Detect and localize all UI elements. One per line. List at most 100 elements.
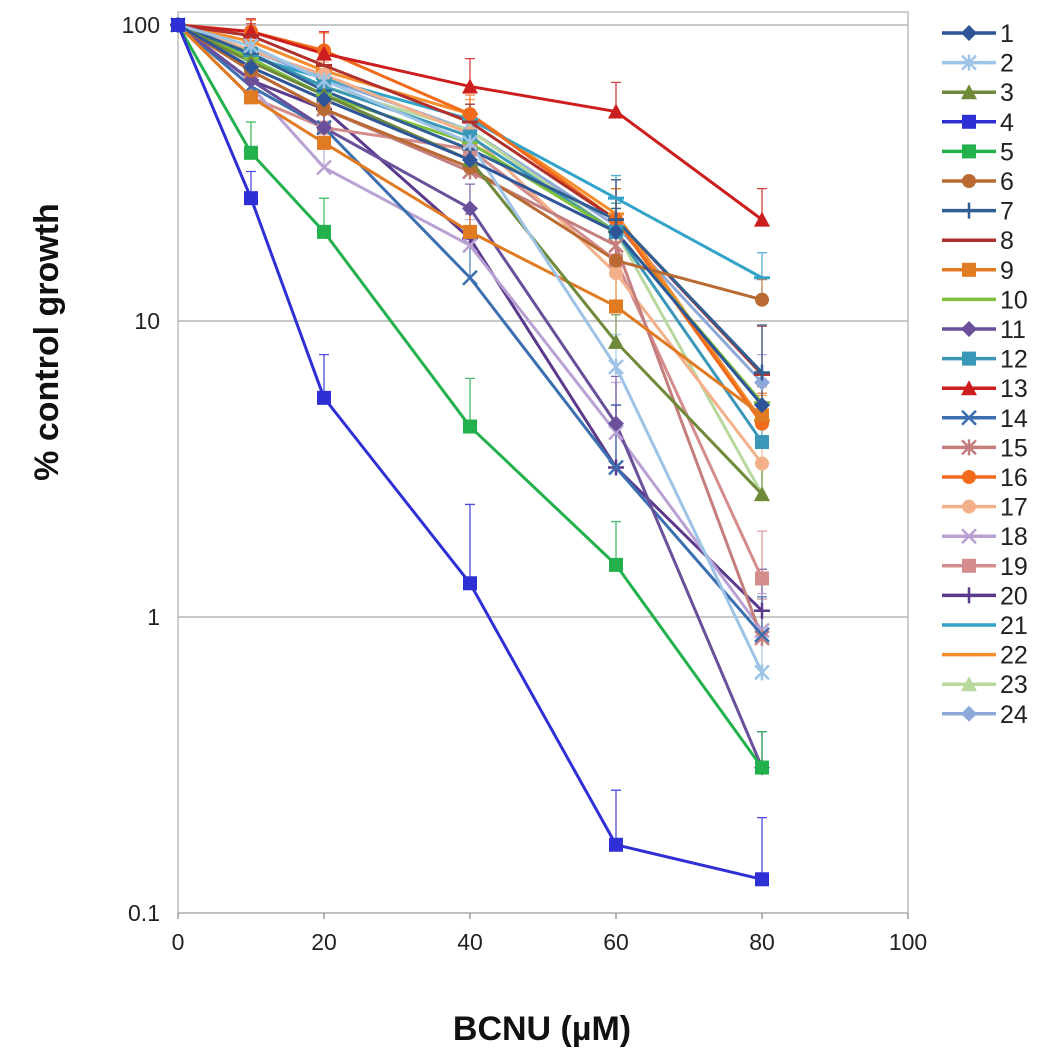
legend-item-11: 11	[942, 316, 1026, 344]
legend-marker	[961, 54, 977, 71]
point-s14-p3	[462, 269, 478, 286]
legend-label: 7	[1000, 198, 1014, 226]
errorbar-s4-p3	[465, 503, 475, 584]
legend-item-15: 15	[942, 434, 1028, 462]
point-s11-p4	[608, 415, 624, 432]
point-s9-p2	[317, 135, 331, 150]
point-s13-p2	[316, 45, 332, 61]
series-line-17	[177, 23, 764, 465]
series-line-6	[177, 23, 763, 302]
x-tick-label-2: 40	[457, 929, 483, 955]
errorbar-s19-p5	[757, 530, 767, 579]
legend-label: 22	[1000, 642, 1028, 670]
legend-marker	[961, 25, 977, 41]
legend-label: 14	[1000, 405, 1028, 433]
point-s2-p1	[243, 37, 259, 54]
legend-marker	[962, 558, 976, 573]
legend-item-14: 14	[942, 405, 1028, 433]
point-s15-p4	[608, 237, 624, 254]
legend-marker	[962, 470, 976, 484]
point-s5-p5	[755, 760, 769, 775]
legend-label: 10	[1000, 286, 1028, 314]
point-s4-p0	[171, 18, 185, 32]
x-tick-label-1: 20	[311, 929, 337, 955]
legend-label: 13	[1000, 375, 1028, 403]
legend-item-3: 3	[942, 79, 1014, 107]
errorbar-s5-p3	[465, 377, 475, 427]
legend-item-24: 24	[942, 701, 1028, 729]
point-s18-p2	[316, 159, 332, 176]
point-s4-p3	[463, 576, 477, 591]
legend-item-20: 20	[942, 582, 1028, 610]
series-line-4	[176, 24, 763, 881]
point-s12-p5	[755, 435, 769, 450]
legend-item-22: 22	[942, 642, 1028, 670]
series-line-11	[177, 23, 764, 769]
point-s5-p2	[317, 224, 331, 239]
legend-item-16: 16	[942, 464, 1028, 492]
legend-label: 18	[1000, 523, 1028, 551]
x-tick-label-3: 60	[603, 929, 629, 955]
legend-label: 17	[1000, 494, 1028, 522]
x-axis-title: BCNU (µM)	[453, 1010, 631, 1048]
x-axis-ticks: 0 20 40 60 80 100	[172, 913, 927, 955]
point-s19-p5	[755, 571, 769, 586]
series-line-7	[177, 23, 764, 374]
legend-label: 24	[1000, 701, 1028, 729]
legend-item-4: 4	[942, 109, 1014, 137]
point-s1-p3	[462, 151, 478, 168]
legend-marker	[962, 351, 976, 366]
legend-item-12: 12	[942, 346, 1028, 374]
point-s15-p5	[754, 629, 770, 646]
errorbar-s4-p2	[319, 353, 329, 398]
point-s3-p4	[608, 333, 624, 349]
point-s9-p5	[755, 408, 769, 423]
y-axis-ticks: 0.1 1 10 100	[122, 12, 160, 926]
y-tick-label-1: 1	[147, 604, 160, 630]
errorbar-s5-p4	[611, 520, 621, 565]
point-s13-p4	[608, 103, 624, 119]
legend-item-10: 10	[942, 286, 1028, 314]
point-s5-p3	[463, 419, 477, 434]
legend-marker	[962, 499, 976, 514]
legend-item-2: 2	[942, 50, 1014, 78]
legend-item-17: 17	[942, 494, 1028, 522]
legend-label: 16	[1000, 464, 1028, 492]
point-s9-p3	[463, 224, 477, 239]
legend-item-9: 9	[942, 257, 1014, 285]
point-s9-p1	[244, 90, 258, 105]
legend-item-1: 1	[942, 20, 1014, 48]
series-line-1	[177, 23, 764, 407]
legend-marker	[962, 262, 976, 277]
legend-item-5: 5	[942, 138, 1014, 166]
legend-label: 9	[1000, 257, 1014, 285]
point-s5-p4	[609, 557, 623, 572]
series-markers	[170, 17, 770, 887]
point-s7-p5	[754, 364, 770, 381]
legend-item-23: 23	[942, 671, 1028, 699]
legend-marker	[961, 84, 977, 100]
legend-label: 5	[1000, 138, 1014, 166]
point-s1-p2	[316, 91, 332, 108]
legend-item-18: 18	[942, 523, 1028, 551]
legend-marker	[962, 114, 976, 129]
legend-item-8: 8	[942, 227, 1014, 255]
point-s14-p4	[608, 459, 624, 476]
legend-label: 19	[1000, 553, 1028, 581]
legend-marker	[961, 439, 977, 456]
legend-label: 6	[1000, 168, 1014, 196]
series-lines	[176, 23, 764, 881]
legend-item-13: 13	[942, 375, 1028, 403]
legend-label: 11	[1000, 316, 1026, 344]
legend-marker	[961, 528, 977, 545]
point-s17-p4	[609, 266, 623, 281]
legend-marker	[961, 409, 977, 426]
series-line-2	[177, 23, 764, 674]
legend-marker	[962, 144, 976, 159]
point-s24-p5	[754, 374, 770, 391]
y-tick-label-0: 0.1	[128, 900, 160, 926]
point-s6-p4	[609, 253, 623, 268]
y-tick-label-2: 10	[134, 308, 160, 334]
